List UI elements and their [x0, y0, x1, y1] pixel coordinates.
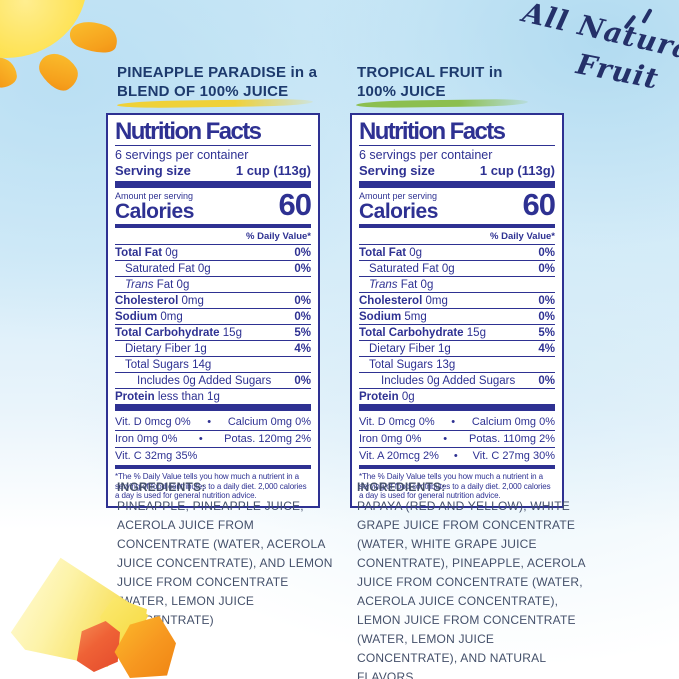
micronutrient-row: Iron 0mg 0% • Potas. 110mg 2% [359, 431, 555, 448]
micronutrient-row: Vit. C 32mg 35% [115, 450, 198, 462]
micronutrient-rows: Vit. D 0mcg 0% • Calcium 0mg 0% Iron 0mg 0%… [115, 414, 311, 464]
ingredients-text: PINEAPPLE, PINEAPPLE JUICE, ACEROLA JUIC… [117, 499, 333, 627]
thick-divider [115, 404, 311, 411]
medium-divider [115, 224, 311, 228]
product-heading-right: TROPICAL FRUIT in 100% JUICE [357, 63, 582, 101]
nutrition-facts-panel-left: Nutrition Facts 6 servings per container… [106, 113, 320, 508]
product-heading-left: PINEAPPLE PARADISE in a BLEND OF 100% JU… [117, 63, 342, 101]
medium-divider [359, 465, 555, 469]
nutrient-row: Total Sugars 13g [359, 357, 555, 373]
nutrient-row: Includes 0g Added Sugars 0% [359, 373, 555, 389]
nutrient-rows: Total Fat 0g 0% Saturated Fat 0g 0% Trans Fa… [359, 245, 555, 404]
heading-line: PINEAPPLE PARADISE in a [117, 64, 318, 81]
micronutrient-row: Vit. D 0mcg 0% • Calcium 0mg 0% [115, 414, 311, 431]
ingredients-title: INGREDIENTS: [357, 480, 446, 494]
calories-block: Amount per serving Calories 60 [359, 187, 556, 223]
servings-per-container: 6 servings per container [359, 148, 493, 162]
emphasis-tick-icon [641, 8, 653, 24]
nutrient-row: Total Carbohydrate 15g 5% [115, 325, 311, 341]
calories-block: Amount per serving Calories 60 [115, 187, 312, 223]
nutrition-facts-title: Nutrition Facts [359, 119, 555, 146]
nutrient-row: Trans Fat 0g [359, 277, 555, 293]
thick-divider [359, 404, 555, 411]
amount-per-serving-label: Amount per serving [115, 191, 194, 201]
ingredients-title: INGREDIENTS: [117, 480, 206, 494]
serving-size-label: Serving size [115, 163, 191, 178]
amount-per-serving-label: Amount per serving [359, 191, 438, 201]
nutrient-row: Total Fat 0g 0% [115, 245, 311, 261]
calories-value: 60 [522, 187, 556, 222]
ingredients-text: PAPAYA (RED AND YELLOW), WHITE GRAPE JUI… [357, 499, 586, 679]
nutrition-facts-title: Nutrition Facts [115, 119, 311, 146]
nutrient-row: Dietary Fiber 1g 4% [115, 341, 311, 357]
nutrient-row: Cholesterol 0mg 0% [359, 293, 555, 309]
nutrient-row: Sodium 0mg 0% [115, 309, 311, 325]
nutrient-row: Saturated Fat 0g 0% [359, 261, 555, 277]
serving-size-row: Serving size 1 cup (113g) [359, 162, 555, 181]
nutrient-row: Protein less than 1g [115, 390, 220, 403]
serving-size-value: 1 cup (113g) [235, 163, 311, 178]
heading-line: BLEND OF 100% JUICE [117, 83, 289, 100]
serving-size-value: 1 cup (113g) [479, 163, 555, 178]
nutrient-row: Total Carbohydrate 15g 5% [359, 325, 555, 341]
calories-label: Calories [115, 200, 194, 223]
nutrient-row: Dietary Fiber 1g 4% [359, 341, 555, 357]
medium-divider [359, 224, 555, 228]
serving-size-label: Serving size [359, 163, 435, 178]
heading-line: TROPICAL FRUIT in [357, 64, 503, 81]
servings-per-container: 6 servings per container [115, 148, 249, 162]
nutrient-row: Total Fat 0g 0% [359, 245, 555, 261]
heading-line: 100% JUICE [357, 83, 446, 100]
nutrient-row: Trans Fat 0g [115, 277, 311, 293]
daily-value-header: % Daily Value* [115, 229, 311, 245]
nutrient-row: Protein 0g [359, 390, 415, 403]
thick-divider [359, 181, 555, 188]
nutrient-row: Cholesterol 0mg 0% [115, 293, 311, 309]
sun-ray-icon [0, 56, 18, 89]
daily-value-footnote: *The % Daily Value tells you how much a … [359, 472, 551, 500]
calories-value: 60 [278, 187, 312, 222]
calories-label: Calories [359, 200, 438, 223]
micronutrient-rows: Vit. D 0mcg 0% • Calcium 0mg 0% Iron 0mg 0%… [359, 414, 555, 464]
nutrient-row: Sodium 5mg 0% [359, 309, 555, 325]
serving-size-row: Serving size 1 cup (113g) [115, 162, 311, 181]
nutrition-facts-panel-right: Nutrition Facts 6 servings per container… [350, 113, 564, 508]
daily-value-header: % Daily Value* [359, 229, 555, 245]
nutrient-rows: Total Fat 0g 0% Saturated Fat 0g 0% Trans Fa… [115, 245, 311, 404]
micronutrient-row: Vit. A 20mcg 2% • Vit. C 27mg 30% [359, 450, 555, 462]
ingredients-block-right: INGREDIENTS: PAPAYA (RED AND YELLOW), WH… [357, 478, 595, 679]
sun-ray-icon [34, 45, 84, 98]
daily-value-footnote: *The % Daily Value tells you how much a … [115, 472, 307, 500]
nutrient-row: Includes 0g Added Sugars 0% [115, 373, 311, 389]
nutrient-row: Saturated Fat 0g 0% [115, 261, 311, 277]
ingredients-block-left: INGREDIENTS: PINEAPPLE, PINEAPPLE JUICE,… [117, 478, 339, 630]
medium-divider [115, 465, 311, 469]
nutrient-row: Total Sugars 14g [115, 357, 311, 373]
thick-divider [115, 181, 311, 188]
micronutrient-row: Vit. D 0mcg 0% • Calcium 0mg 0% [359, 414, 555, 431]
micronutrient-row: Iron 0mg 0% • Potas. 120mg 2% [115, 431, 311, 448]
